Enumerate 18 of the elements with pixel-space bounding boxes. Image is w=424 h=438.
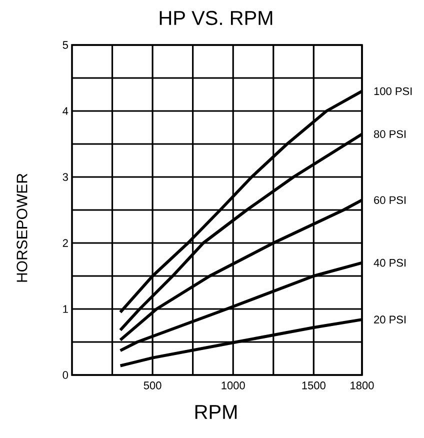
y-tick-label: 1	[63, 305, 68, 313]
x-tick-label: 500	[144, 382, 162, 390]
chart-title: HP VS. RPM	[160, 10, 272, 26]
y-tick-label: 2	[62, 239, 68, 247]
series-label: 100 PSI	[374, 87, 412, 96]
series-label: 60 PSI	[374, 196, 406, 204]
series-label: 80 PSI	[374, 130, 406, 138]
y-tick-label: 4	[62, 107, 68, 115]
y-tick-label: 0	[62, 371, 68, 379]
series-label: 20 PSI	[374, 316, 406, 324]
x-axis-title: RPM	[195, 405, 237, 419]
y-axis-title: HORSEPOWER	[16, 174, 28, 282]
y-tick-label: 5	[62, 41, 68, 49]
x-tick-label: 1000	[222, 382, 245, 390]
y-tick-label: 3	[62, 173, 68, 181]
x-tick-label: 1500	[302, 382, 326, 390]
x-tick-label: 1800	[350, 382, 374, 390]
series-label: 40 PSI	[374, 258, 406, 267]
